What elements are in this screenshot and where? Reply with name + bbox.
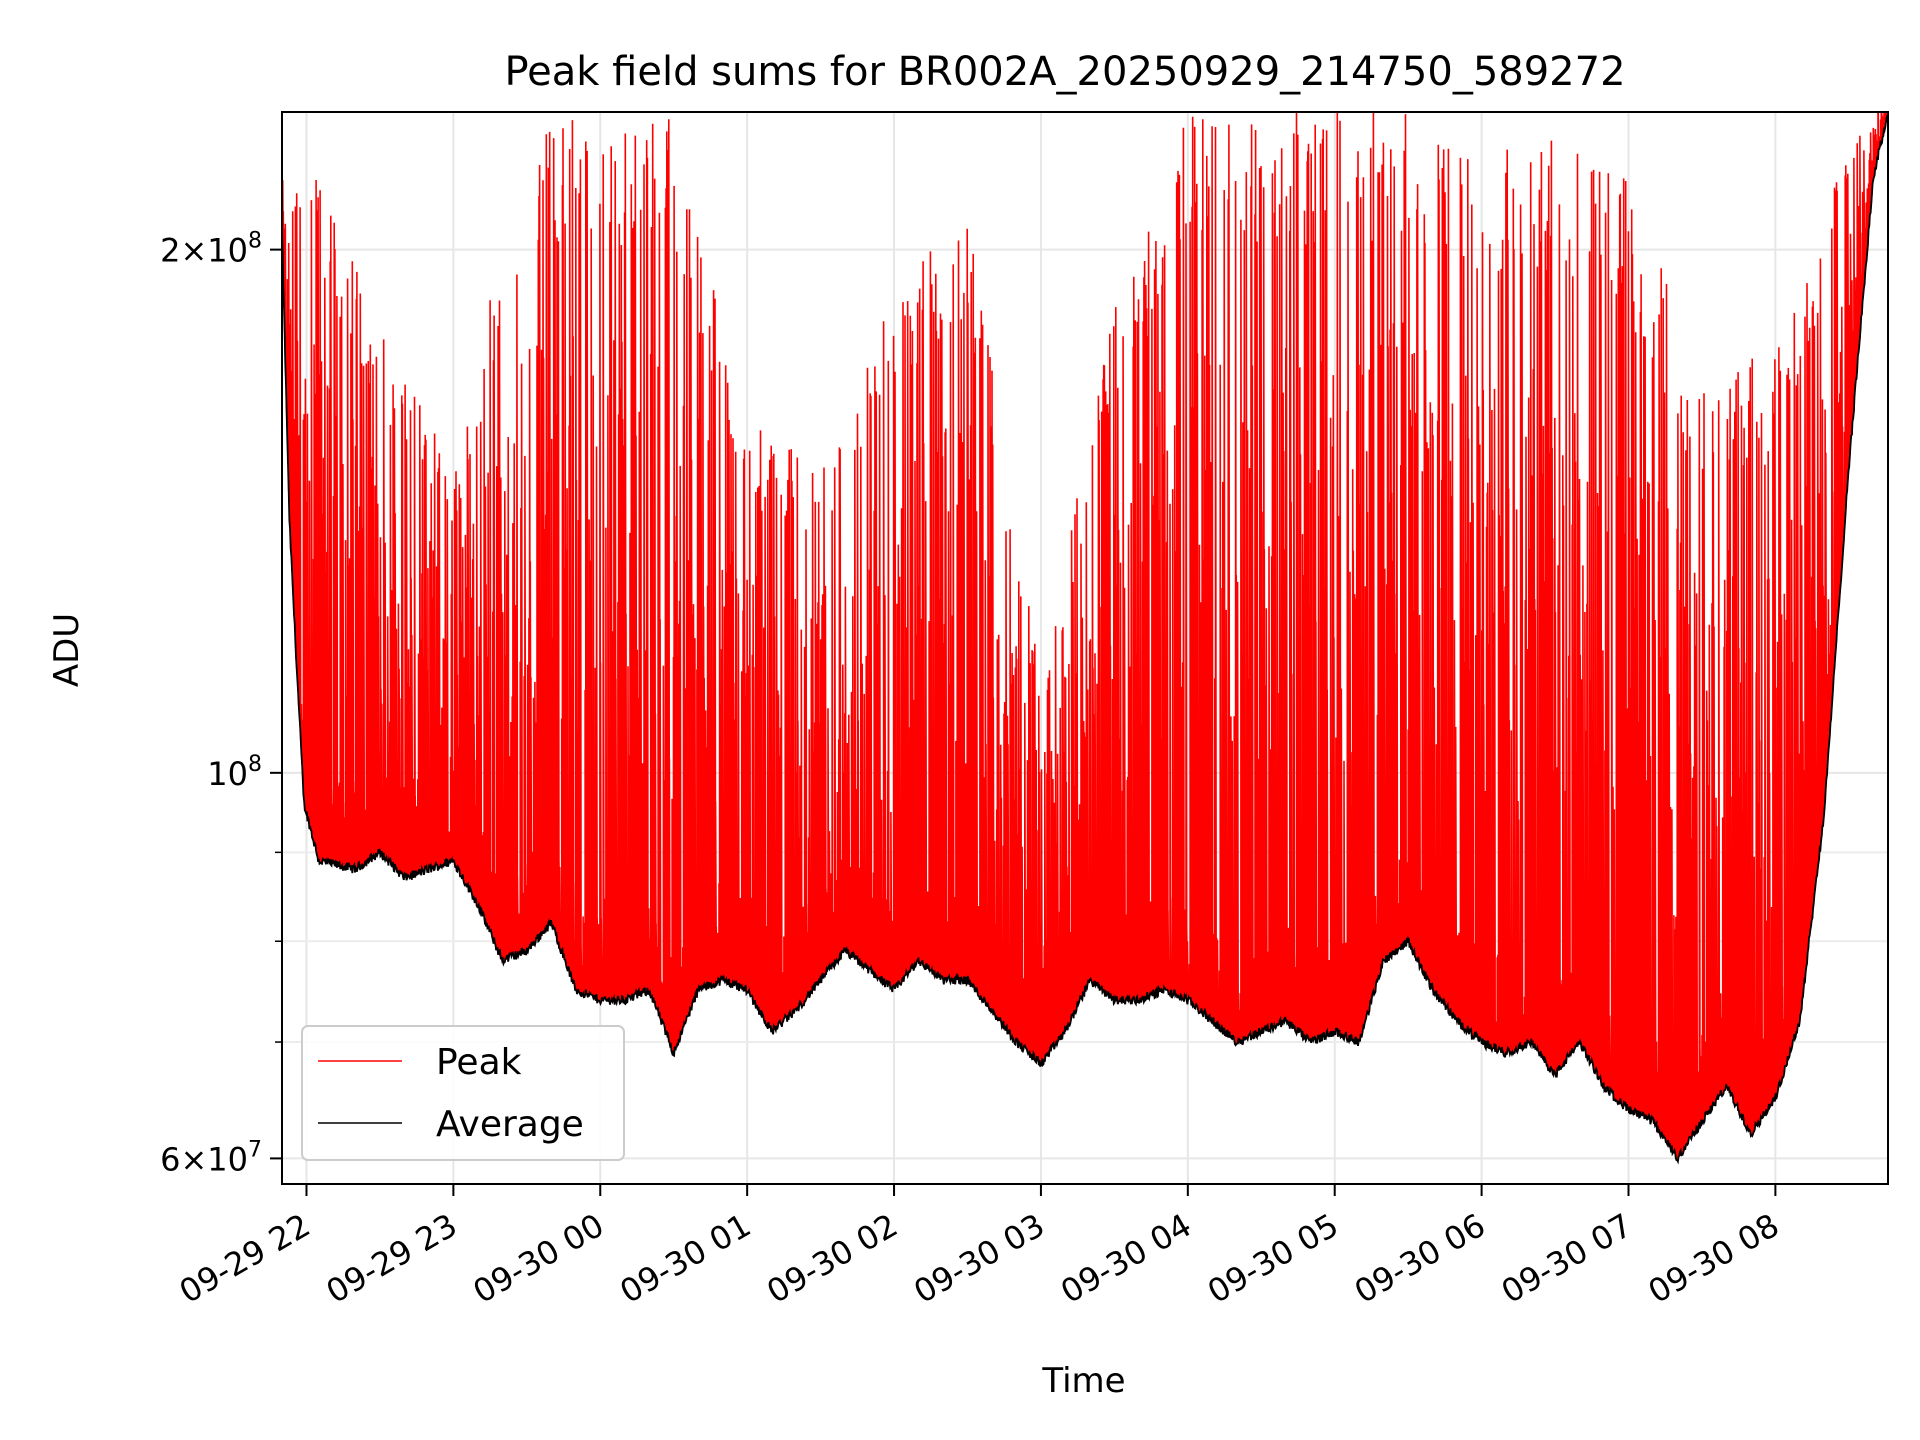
y-tick-label: 108 — [207, 752, 262, 793]
series-average-line — [282, 114, 1888, 1165]
y-tick-label: 6×107 — [160, 1137, 262, 1178]
plot-area — [282, 112, 1888, 1165]
series-peak-line — [282, 112, 1888, 1162]
y-axis: 6×107 108 2×108 — [160, 229, 282, 1178]
legend-label-average: Average — [436, 1104, 584, 1145]
plot-frame — [281, 111, 1889, 1185]
x-axis-label: Time — [1041, 1361, 1125, 1401]
legend: Peak Average — [301, 1025, 625, 1161]
chart-title: Peak field sums for BR002A_20250929_2147… — [504, 49, 1625, 95]
y-axis-label: ADU — [47, 613, 87, 687]
legend-box — [301, 1025, 625, 1161]
legend-label-peak: Peak — [436, 1042, 522, 1083]
y-tick-label: 2×108 — [160, 229, 262, 270]
